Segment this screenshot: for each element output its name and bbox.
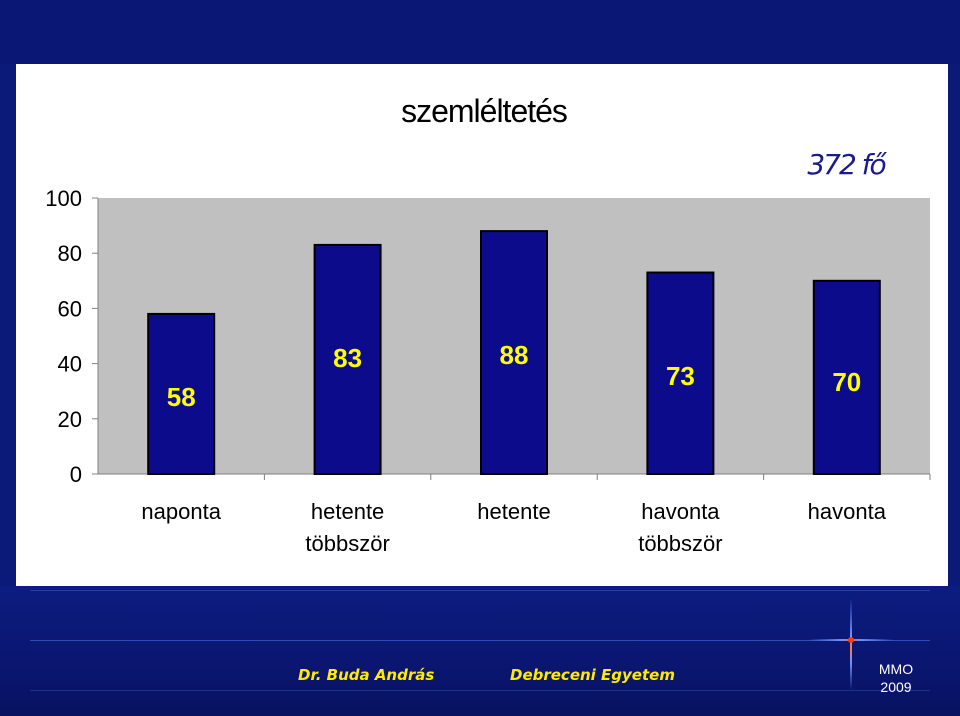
x-category-label: hetente [311,499,384,524]
data-label: 83 [333,343,362,373]
footer-mark-text: MMO [878,661,914,677]
footer-university: Debreceni Egyetem [510,666,675,684]
y-tick-label: 40 [58,352,82,377]
footer-year: 2009 [880,679,912,695]
bar [812,279,881,475]
top-band [0,0,960,64]
footer-divider-line [30,640,930,641]
total-count-annotation: 372 fő [807,148,887,181]
bar [646,271,715,475]
y-tick-label: 20 [58,407,82,432]
footer-divider-line [30,590,930,591]
x-category-label: többször [305,531,389,556]
cross-decoration-vertical [850,598,852,690]
y-tick-label: 60 [58,296,82,321]
x-category-label: hetente [477,499,550,524]
x-category-label: havonta [808,499,887,524]
data-label: 70 [832,367,861,397]
data-label: 73 [666,361,695,391]
data-label: 58 [167,382,196,412]
footer-author: Dr. Buda András [298,666,435,684]
footer-divider-line [30,690,930,691]
footer-mark: MMO 2009 [856,660,936,696]
bar-chart: szemléltetés 372 fő 0 20 40 60 80 100 58 83 88 7… [45,93,931,556]
x-category-label: többször [638,531,722,556]
y-tick-label: 0 [70,462,82,487]
chart-title: szemléltetés [401,93,567,129]
footer-band: Dr. Buda András Debreceni Egyetem MMO 20… [0,586,960,716]
chart-panel: szemléltetés 372 fő 0 20 40 60 80 100 58 83 88 7… [16,64,948,586]
y-tick-label: 100 [45,186,82,211]
x-category-label: naponta [141,499,221,524]
data-label: 88 [500,340,529,370]
bar [480,230,548,475]
bar [147,312,216,475]
cross-decoration-center [848,637,854,643]
y-tick-label: 80 [58,241,82,266]
bar [313,243,382,475]
x-category-label: havonta [641,499,720,524]
